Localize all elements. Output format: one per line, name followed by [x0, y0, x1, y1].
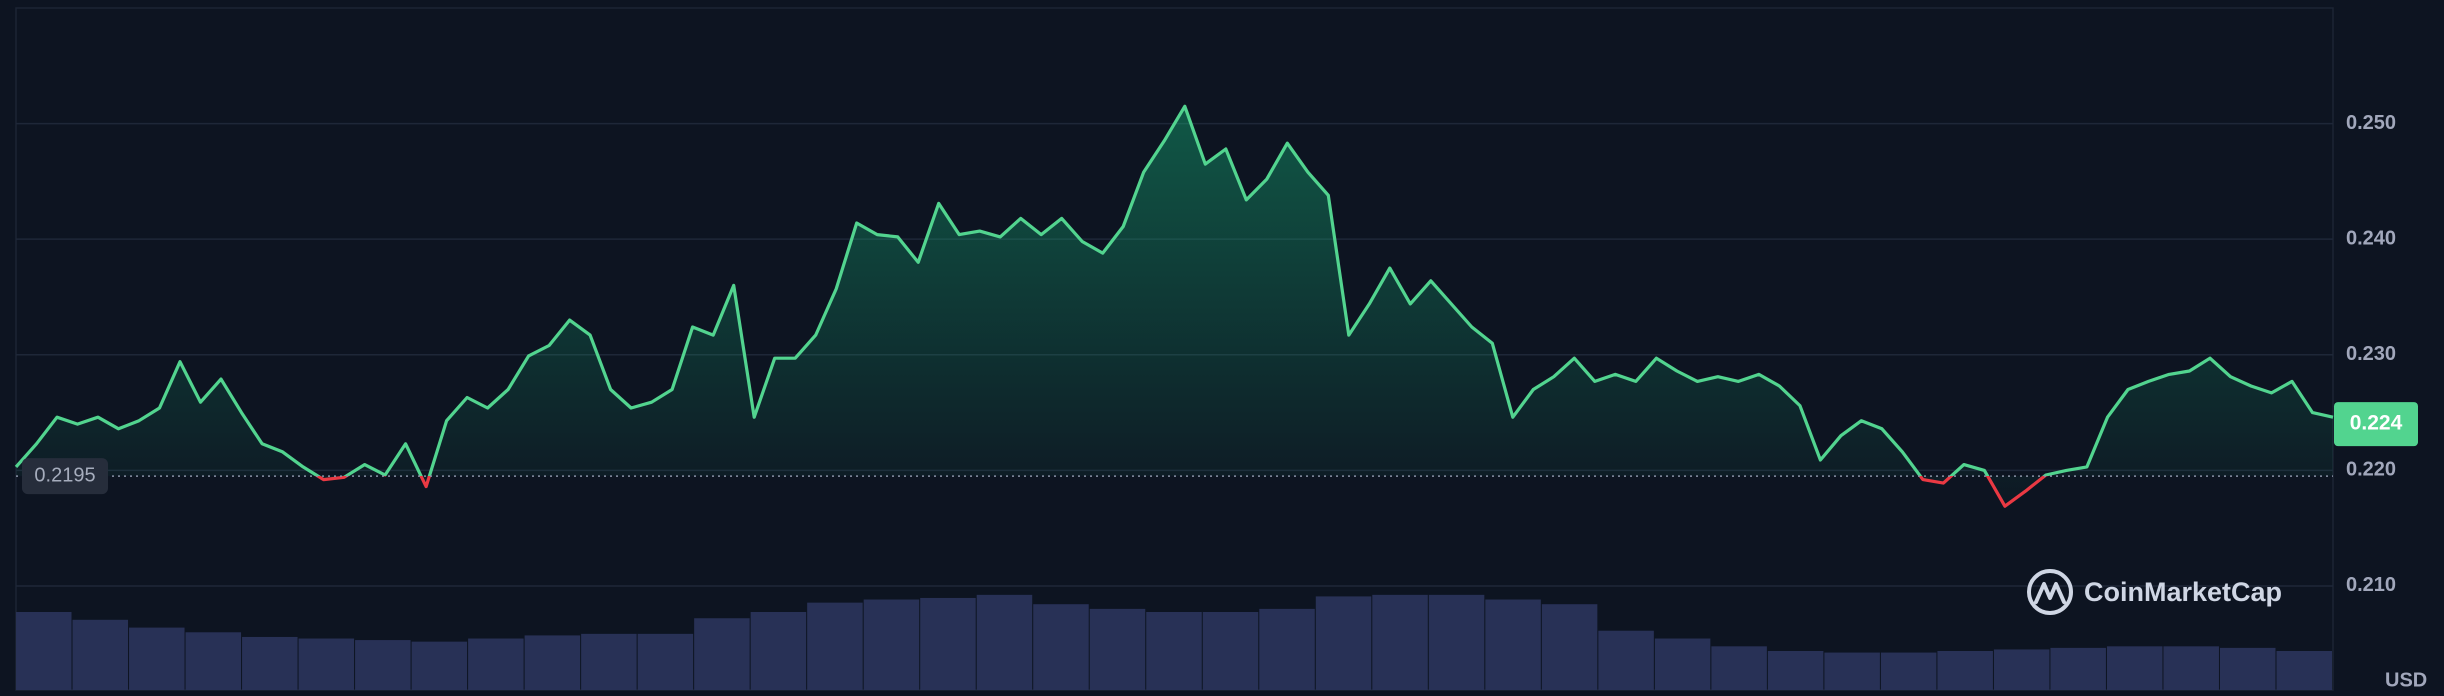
volume-bar: [1654, 638, 1711, 690]
logo-circle: [2027, 569, 2073, 615]
volume-bar: [1146, 612, 1202, 690]
volume-bar: [1485, 599, 1541, 690]
watermark-text: CoinMarketCap: [2084, 577, 2282, 607]
volume-bar: [807, 602, 863, 690]
volume-bar: [1767, 651, 1824, 690]
volume-bar: [16, 612, 72, 690]
current-price-label: 0.224: [2350, 412, 2403, 435]
y-tick-label: 0.250: [2346, 112, 2396, 134]
volume-bar: [298, 638, 355, 690]
volume-bar: [1880, 652, 1937, 690]
volume-bar: [750, 612, 807, 690]
logo-mark: [2034, 582, 2066, 604]
watermark: CoinMarketCap: [2027, 569, 2282, 615]
volume-bar: [1824, 652, 1880, 690]
volume-bar: [355, 640, 411, 690]
volume-bar: [411, 641, 468, 690]
price-layer: [14, 104, 2334, 508]
y-tick-label: 0.210: [2346, 574, 2396, 596]
volume-bar: [1259, 608, 1315, 690]
volume-bar: [2106, 646, 2163, 690]
volume-bar: [1428, 594, 1485, 690]
y-tick-label: 0.230: [2346, 343, 2396, 365]
volume-bar: [1993, 649, 2050, 690]
volume-bar: [2050, 647, 2106, 690]
volume-bar: [242, 636, 298, 690]
volume-bar: [694, 618, 750, 690]
volume-bar: [637, 633, 694, 690]
volume-bar: [1315, 596, 1372, 690]
volume-bar: [129, 627, 185, 690]
volume-bar: [1202, 612, 1259, 690]
volume-bar: [1033, 604, 1089, 690]
volume-bars: [16, 594, 2332, 690]
current-price-tag: [2334, 402, 2418, 447]
volume-bar: [1598, 630, 1654, 690]
volume-bar: [524, 635, 581, 690]
volume-bar: [2163, 646, 2219, 690]
baseline-label: 0.2195: [34, 464, 95, 486]
price-line: [14, 104, 2334, 508]
volume-bar: [1372, 594, 1428, 690]
volume-bar: [2276, 651, 2332, 690]
volume-bar: [185, 632, 242, 690]
volume-bar: [1089, 608, 1146, 690]
price-area: [16, 106, 2333, 507]
labels: 0.210 0.220 0.230 0.240 0.250 0.2195 0.224: [22, 112, 2418, 596]
volume-bar: [468, 638, 524, 690]
volume-bar: [920, 597, 976, 690]
y-tick-label: 0.240: [2346, 227, 2396, 249]
volume-bar: [581, 633, 637, 690]
volume-bar: [72, 619, 129, 690]
y-tick-label: 0.220: [2346, 459, 2396, 481]
volume-bar: [1937, 651, 1993, 690]
baseline-tag: [22, 458, 108, 495]
volume-bar: [863, 599, 920, 690]
volume-bar: [1541, 604, 1598, 690]
currency-label: USD: [2385, 669, 2427, 691]
volume-bar: [976, 594, 1033, 690]
volume-bar: [2219, 647, 2276, 690]
volume-bar: [1711, 646, 1767, 690]
